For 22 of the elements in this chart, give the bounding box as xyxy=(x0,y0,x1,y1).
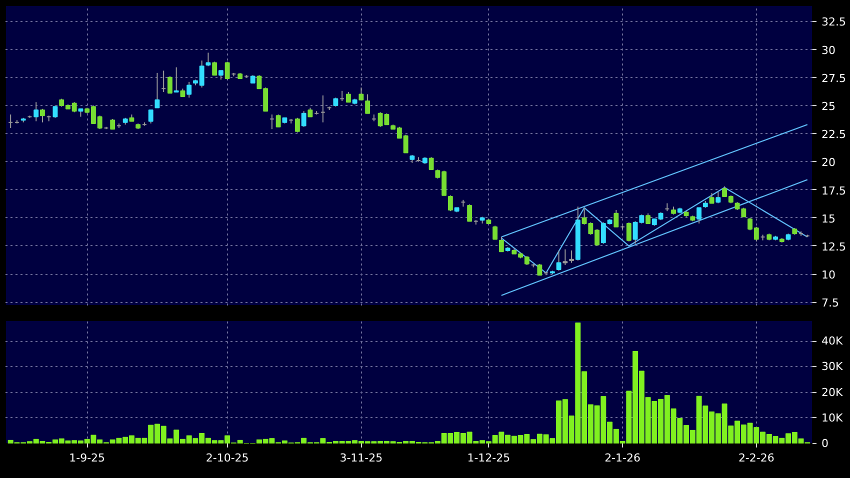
y-tick-label: 10 xyxy=(822,268,836,282)
y-tick-label: 10K xyxy=(822,411,844,424)
y-tick-label: 32.5 xyxy=(822,16,846,29)
y-tick-label: 12.5 xyxy=(822,240,846,254)
y-tick-label: 0 xyxy=(822,437,828,450)
y-tick-label: 40K xyxy=(822,334,844,348)
x-tick-label: 3-11-25 xyxy=(340,452,383,464)
y-tick-label: 20 xyxy=(822,156,836,170)
x-tick-label: 2-1-26 xyxy=(604,452,641,464)
x-tick-label: 1-9-25 xyxy=(69,452,106,464)
y-tick-label: 30 xyxy=(822,44,836,57)
y-tick-label: 30K xyxy=(822,360,844,374)
x-tick-label: 2-10-25 xyxy=(206,452,249,464)
y-tick-label: 15 xyxy=(822,212,836,226)
y-tick-label: 17.5 xyxy=(822,184,846,198)
x-tick-label: 2-2-26 xyxy=(738,452,774,464)
x-tick-label: 1-12-25 xyxy=(467,452,510,464)
y-tick-label: 22.5 xyxy=(822,128,846,142)
y-tick-label: 20K xyxy=(822,386,844,399)
y-tick-label: 27.5 xyxy=(822,72,846,85)
y-tick-label: 7.5 xyxy=(822,296,839,310)
y-tick-label: 25 xyxy=(822,100,836,113)
